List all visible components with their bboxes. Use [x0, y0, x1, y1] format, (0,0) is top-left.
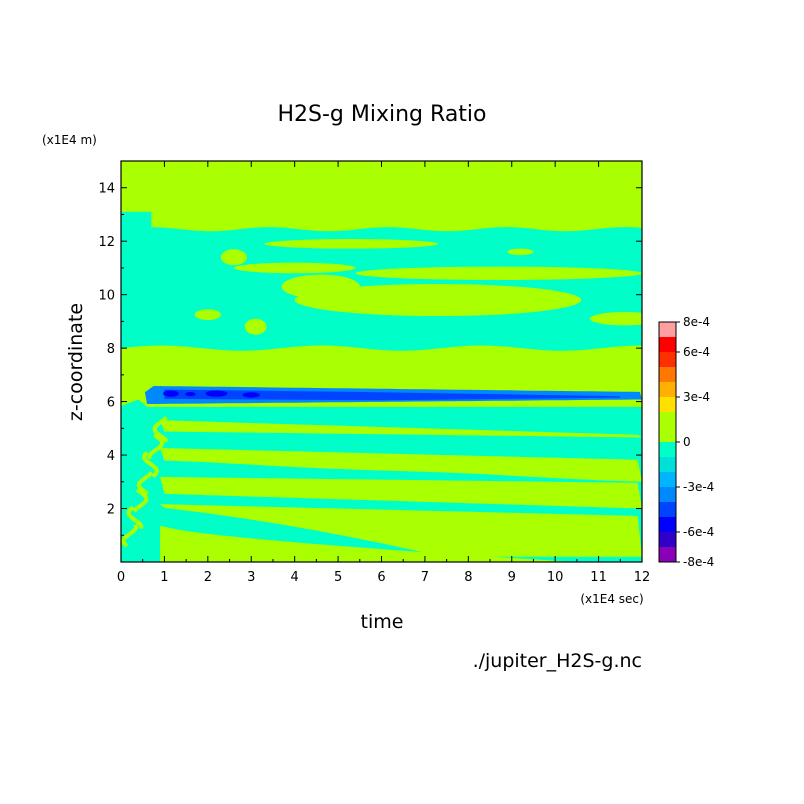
footer-filename: ./jupiter_H2S-g.nc: [473, 650, 642, 672]
colorbar-swatch: [659, 397, 676, 412]
wave-stroke: [141, 451, 160, 478]
y-tick-label: 2: [107, 503, 115, 518]
x-tick-label: 10: [547, 570, 564, 585]
wave-stroke: [136, 471, 154, 496]
y-tick-label: 12: [98, 235, 115, 250]
upper-positive-patch: [355, 266, 642, 280]
x-tick-label: 6: [377, 570, 385, 585]
x-tick-label: 8: [464, 570, 472, 585]
x-tick-label: 11: [590, 570, 607, 585]
lower-positive-stripe: [160, 420, 642, 438]
colorbar-swatch: [659, 412, 676, 427]
x-tick-label: 3: [247, 570, 255, 585]
colorbar-swatch: [659, 322, 676, 337]
upper-positive-patch: [233, 262, 356, 274]
colorbar-swatch: [659, 532, 676, 547]
colorbar-swatch: [659, 367, 676, 382]
colorbar: 8e-4 6e-4 3e-4 0 -3e-4 -6e-4 -8e-4: [658, 315, 714, 569]
x-tick-label: 7: [421, 570, 429, 585]
y-tick-label: 6: [107, 396, 115, 411]
wave-stroke: [152, 416, 169, 443]
colorbar-label: 8e-4: [683, 315, 710, 329]
colorbar-swatch: [659, 382, 676, 397]
y-tick-label: 14: [98, 182, 115, 197]
wave-stroke: [126, 505, 144, 529]
plot-area: [121, 161, 642, 562]
lower-positive-stripe: [160, 476, 642, 509]
deep-negative-inner-band: [164, 389, 621, 401]
colorbar-swatch: [659, 472, 676, 487]
upper-positive-patch: [194, 309, 221, 321]
colorbar-swatch: [659, 427, 676, 442]
x-tick-label: 0: [117, 570, 125, 585]
y-tick-label: 4: [107, 449, 115, 464]
upper-negative-cap: [121, 211, 152, 234]
colorbar-swatch: [659, 337, 676, 352]
y-unit-label: (x1E4 m): [42, 133, 97, 147]
upper-positive-patch: [589, 312, 642, 326]
deep-negative-core: [163, 390, 179, 397]
colorbar-swatch: [659, 502, 676, 517]
upper-positive-patch: [294, 283, 582, 317]
y-axis-label: z-coordinate: [65, 303, 87, 421]
wave-stroke: [121, 523, 139, 548]
wave-stroke: [132, 488, 149, 513]
colorbar-label: -8e-4: [683, 555, 714, 569]
lower-positive-lobe: [160, 525, 577, 562]
upper-positive-patch: [507, 248, 534, 256]
colorbar-label: -3e-4: [683, 480, 714, 494]
x-tick-label: 12: [634, 570, 651, 585]
colorbar-swatch: [659, 517, 676, 532]
x-tick-label: 2: [204, 570, 212, 585]
x-tick-label: 4: [291, 570, 299, 585]
y-tick-label: 8: [107, 342, 115, 357]
colorbar-label: 0: [683, 435, 691, 449]
wave-stroke: [147, 433, 165, 460]
upper-positive-patch: [264, 239, 438, 249]
y-tick-label: 10: [98, 289, 115, 304]
colorbar-label: 3e-4: [683, 390, 710, 404]
x-unit-label: (x1E4 sec): [580, 592, 643, 606]
chart-title: H2S-g Mixing Ratio: [277, 102, 486, 127]
upper-positive-patch: [244, 318, 267, 335]
deep-negative-core: [185, 391, 196, 397]
x-axis-label: time: [361, 611, 404, 633]
y-axis: 2 4 6 8 10 12 14: [98, 182, 642, 536]
lower-positive-stripe: [160, 504, 642, 557]
colorbar-swatch: [659, 442, 676, 457]
deep-negative-core: [205, 390, 228, 397]
upper-positive-patch: [220, 249, 247, 266]
colorbar-label: 6e-4: [683, 345, 710, 359]
x-tick-label: 1: [160, 570, 168, 585]
colorbar-swatch: [659, 487, 676, 502]
x-tick-label: 5: [334, 570, 342, 585]
colorbar-label: -6e-4: [683, 525, 714, 539]
lower-positive-stripe: [160, 448, 642, 482]
colorbar-swatch: [659, 457, 676, 472]
x-tick-label: 9: [508, 570, 516, 585]
deep-negative-core: [242, 392, 260, 398]
colorbar-swatch: [659, 352, 676, 367]
x-axis: 0 1 2 3 4 5 6 7 8 9 10 11 12: [117, 161, 650, 585]
colorbar-swatch: [659, 547, 676, 562]
